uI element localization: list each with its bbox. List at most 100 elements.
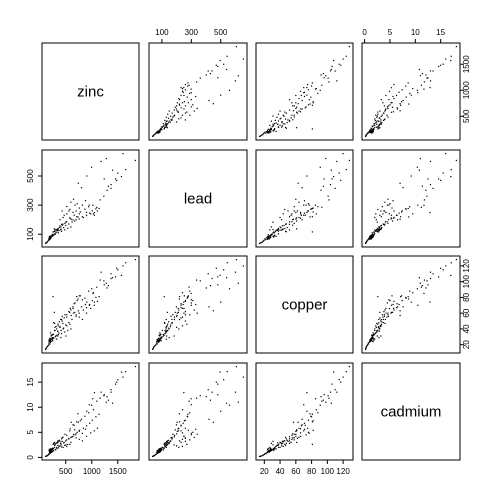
- data-point: [96, 210, 99, 212]
- panel-frame: [148, 42, 248, 141]
- data-point: [367, 342, 369, 344]
- data-point: [173, 335, 175, 337]
- data-point: [309, 103, 311, 105]
- data-point: [49, 340, 51, 343]
- data-point: [160, 333, 162, 336]
- data-point: [90, 307, 92, 310]
- data-point: [207, 273, 209, 275]
- data-point: [281, 440, 284, 442]
- data-point: [311, 128, 313, 130]
- data-point: [291, 102, 293, 104]
- data-point: [377, 208, 379, 211]
- data-point: [396, 219, 399, 221]
- data-point: [380, 123, 382, 125]
- data-point: [264, 452, 266, 454]
- data-point: [156, 340, 158, 343]
- data-point: [70, 226, 72, 228]
- data-point: [166, 127, 168, 129]
- data-point: [386, 221, 388, 223]
- data-point: [386, 302, 389, 304]
- data-point: [220, 94, 222, 96]
- data-point: [438, 276, 440, 278]
- data-point: [156, 131, 159, 133]
- data-point: [300, 214, 302, 216]
- data-point: [429, 301, 431, 303]
- data-point: [277, 126, 280, 128]
- data-point: [380, 216, 382, 218]
- data-point: [205, 287, 207, 289]
- data-point: [223, 379, 225, 381]
- data-point: [158, 340, 160, 343]
- data-point: [207, 70, 209, 72]
- data-point: [68, 438, 70, 440]
- data-point: [52, 333, 54, 336]
- data-point: [49, 340, 52, 342]
- data-point: [261, 241, 263, 243]
- data-point: [44, 348, 47, 351]
- data-point: [379, 325, 381, 327]
- data-point: [370, 340, 372, 342]
- panel-frame: [41, 255, 140, 354]
- data-point: [84, 208, 86, 210]
- data-point: [51, 233, 53, 235]
- data-point: [379, 226, 381, 228]
- data-point: [342, 152, 344, 155]
- data-point: [55, 442, 57, 444]
- data-point: [325, 75, 327, 77]
- data-point: [329, 391, 332, 393]
- data-point: [277, 229, 279, 232]
- data-point: [171, 322, 173, 325]
- data-point: [384, 318, 386, 321]
- data-point: [262, 454, 264, 456]
- data-point: [184, 300, 187, 302]
- data-point: [261, 455, 263, 457]
- data-point: [167, 329, 169, 332]
- data-point: [187, 429, 189, 431]
- data-point: [399, 218, 401, 220]
- data-point: [166, 442, 168, 444]
- data-point: [57, 232, 60, 234]
- data-point: [66, 316, 68, 318]
- data-point: [379, 311, 381, 313]
- data-point: [329, 184, 332, 186]
- data-point: [304, 214, 306, 216]
- data-point: [174, 106, 176, 108]
- data-point: [186, 323, 188, 325]
- data-point: [260, 455, 262, 457]
- data-point: [70, 441, 72, 443]
- data-point: [427, 178, 429, 180]
- data-point: [166, 125, 168, 127]
- variable-label: cadmium: [381, 404, 442, 421]
- data-point: [192, 431, 194, 433]
- data-point: [370, 234, 372, 236]
- data-point: [272, 440, 274, 442]
- data-point: [272, 235, 274, 237]
- data-point: [266, 448, 269, 450]
- data-point: [125, 262, 127, 264]
- data-point: [159, 335, 161, 337]
- data-point: [180, 441, 182, 443]
- data-point: [304, 107, 306, 109]
- data-point: [190, 434, 192, 436]
- data-point: [412, 87, 414, 90]
- data-point: [399, 110, 401, 112]
- tick-label: 300: [185, 28, 199, 37]
- data-point: [163, 334, 165, 336]
- data-point: [77, 298, 79, 300]
- tick-label: 100: [155, 28, 169, 37]
- data-point: [384, 118, 386, 120]
- data-point: [53, 337, 55, 339]
- data-point: [89, 422, 91, 424]
- data-point: [89, 212, 91, 214]
- data-point: [266, 236, 269, 238]
- data-point: [189, 439, 191, 441]
- data-point: [420, 286, 422, 288]
- data-point: [432, 70, 434, 72]
- data-point: [52, 333, 54, 336]
- data-point: [163, 442, 165, 444]
- data-point: [432, 187, 434, 189]
- data-point: [55, 335, 57, 337]
- data-point: [383, 210, 385, 212]
- data-point: [61, 224, 63, 226]
- data-point: [190, 404, 192, 406]
